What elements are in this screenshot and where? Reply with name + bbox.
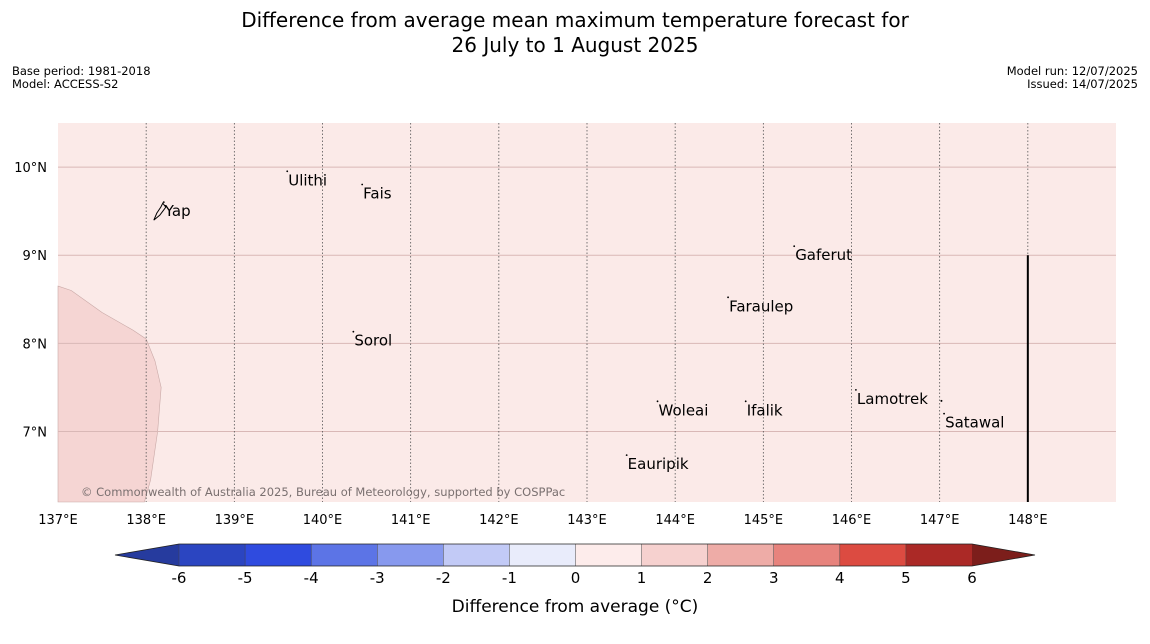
colorbar-segment (641, 544, 709, 566)
colorbar-tick-label: 3 (769, 569, 779, 587)
colorbar-segment (905, 544, 973, 566)
colorbar-tick-label: 4 (835, 569, 845, 587)
colorbar-outline (114, 543, 1036, 567)
colorbar-tick-label: -5 (238, 569, 253, 587)
colorbar-tick-label: 1 (637, 569, 647, 587)
land-region (57, 285, 162, 503)
colorbar-segment (443, 544, 510, 566)
island-marker (727, 296, 729, 299)
island-marker (352, 330, 355, 333)
model-text: Model: ACCESS-S2 (12, 77, 119, 91)
place-label: Yap (164, 202, 191, 220)
issued-text: Issued: 14/07/2025 (1027, 77, 1138, 91)
place-label: Sorol (354, 332, 392, 350)
lat-tick-label: 8°N (23, 337, 48, 352)
colorbar-segment (773, 544, 841, 566)
colorbar-extend-high (972, 544, 1035, 566)
lon-tick-label: 144°E (655, 513, 695, 528)
info-right: Model run: 12/07/2025 Issued: 14/07/2025 (1007, 65, 1138, 91)
island-marker (656, 400, 659, 403)
lon-tick-label: 140°E (303, 513, 343, 528)
colorbar-tick-label: -4 (304, 569, 319, 587)
lat-tick-label: 10°N (14, 161, 47, 176)
colorbar-label: Difference from average (°C) (452, 597, 699, 617)
colorbar-segment (377, 544, 444, 566)
island-marker (162, 201, 165, 204)
copyright-text: © Commonwealth of Australia 2025, Bureau… (81, 485, 565, 499)
place-label: Ifalik (747, 401, 783, 419)
lon-tick-label: 138°E (126, 513, 166, 528)
place-label: Fais (363, 185, 392, 203)
base-period-text: Base period: 1981-2018 (12, 64, 151, 78)
island-marker (855, 388, 857, 391)
lon-tick-label: 139°E (215, 513, 255, 528)
place-label: Lamotrek (857, 390, 928, 408)
page-title: Difference from average mean maximum tem… (0, 8, 1150, 58)
colorbar-segment (575, 544, 643, 566)
place-label: Woleai (659, 401, 709, 419)
lon-tick-label: 147°E (920, 513, 960, 528)
lon-tick-label: 145°E (744, 513, 784, 528)
colorbar-tick-label: -2 (436, 569, 451, 587)
lon-tick-label: 141°E (391, 513, 431, 528)
place-label: Faraulep (729, 297, 793, 315)
title-line-2: 26 July to 1 August 2025 (451, 33, 699, 57)
place-label: Eauripik (628, 455, 689, 473)
colorbar-extend-low (115, 544, 179, 566)
lon-tick-label: 146°E (832, 513, 872, 528)
colorbar-tick-label: -1 (502, 569, 517, 587)
lon-tick-label: 142°E (479, 513, 519, 528)
colorbar-tick-label: -3 (370, 569, 385, 587)
island-marker (361, 183, 364, 186)
island-marker (625, 454, 628, 456)
info-left: Base period: 1981-2018 Model: ACCESS-S2 (12, 65, 151, 91)
lat-tick-label: 7°N (23, 425, 48, 440)
lat-tick-label: 9°N (23, 249, 48, 264)
title-line-1: Difference from average mean maximum tem… (241, 8, 909, 32)
place-label: Satawal (945, 414, 1004, 432)
colorbar-segment (509, 544, 576, 566)
colorbar-tick-label: 5 (901, 569, 911, 587)
colorbar-segment (707, 544, 775, 566)
colorbar-tick-label: 0 (571, 569, 581, 587)
colorbar-segment (311, 544, 378, 566)
colorbar-segment (839, 544, 907, 566)
island-marker (744, 400, 747, 403)
place-label: Gaferut (795, 246, 852, 264)
yap-island-outline (153, 202, 167, 221)
colorbar-tick-label: 6 (967, 569, 977, 587)
island-marker (286, 170, 289, 173)
place-label: Ulithi (288, 171, 327, 189)
colorbar-tick-label: -6 (172, 569, 187, 587)
model-run-text: Model run: 12/07/2025 (1006, 64, 1138, 78)
island-marker (943, 412, 945, 415)
colorbar-segment (245, 544, 312, 566)
lon-tick-label: 143°E (567, 513, 607, 528)
lon-tick-label: 148°E (1008, 513, 1048, 528)
colorbar-tick-label: 2 (703, 569, 713, 587)
colorbar-segment (179, 544, 246, 566)
lon-tick-label: 137°E (38, 513, 78, 528)
island-marker (940, 399, 943, 402)
island-marker (793, 245, 796, 248)
